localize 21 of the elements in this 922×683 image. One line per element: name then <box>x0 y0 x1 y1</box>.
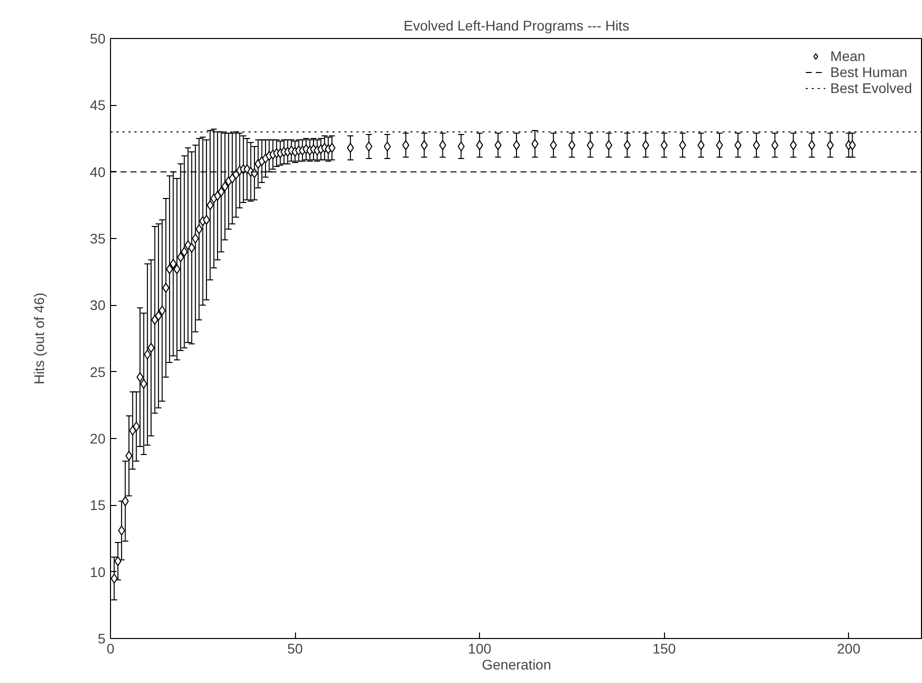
y-axis-title: Hits (out of 46) <box>30 292 47 384</box>
legend-label: Best Human <box>830 64 908 80</box>
chart-title: Evolved Left-Hand Programs --- Hits <box>404 18 630 34</box>
x-tick-label: 100 <box>468 640 492 656</box>
y-tick-label: 35 <box>90 230 106 246</box>
x-tick-label: 50 <box>287 640 304 656</box>
y-tick-label: 30 <box>90 297 106 314</box>
y-tick-label: 15 <box>90 497 106 514</box>
y-tick-label: 5 <box>98 630 106 646</box>
x-tick-label: 200 <box>837 640 861 656</box>
legend-label: Best Evolved <box>830 80 912 96</box>
y-tick-label: 20 <box>90 430 106 446</box>
y-tick-label: 25 <box>90 364 106 380</box>
x-tick-label: 0 <box>106 640 115 656</box>
y-tick-label: 10 <box>90 564 106 580</box>
y-tick-label: 40 <box>90 164 106 180</box>
x-axis-title: Generation <box>482 656 552 672</box>
legend-label: Mean <box>830 48 866 64</box>
y-tick-label: 50 <box>90 30 106 46</box>
x-tick-label: 150 <box>652 640 676 656</box>
y-tick-label: 45 <box>90 97 106 114</box>
